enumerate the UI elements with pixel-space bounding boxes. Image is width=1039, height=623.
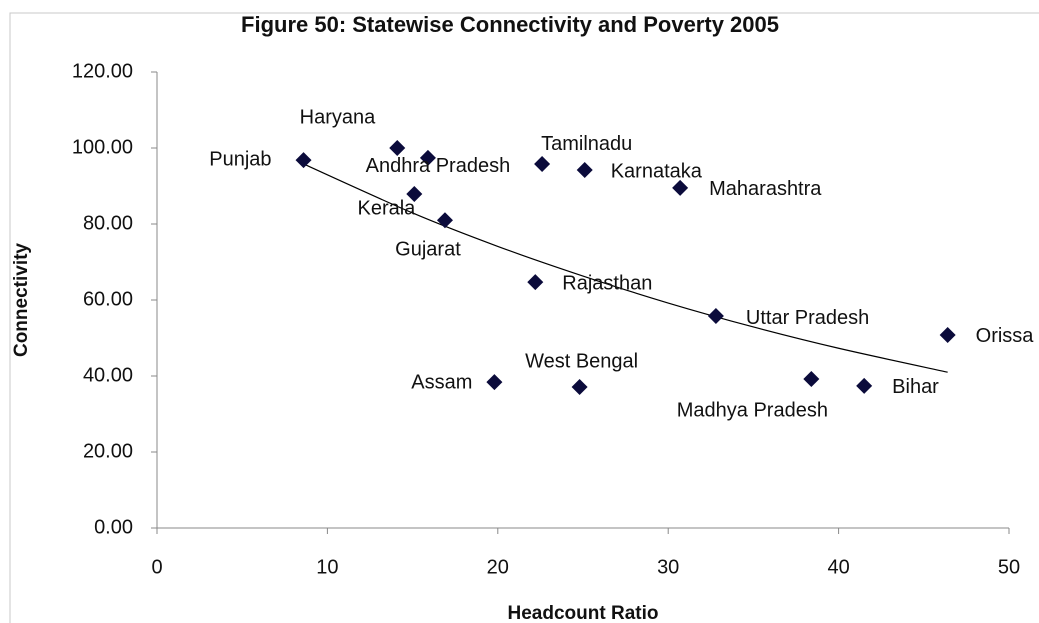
y-tick-label: 0.00 xyxy=(94,516,133,538)
x-tick-label: 40 xyxy=(827,556,849,578)
x-tick-label: 0 xyxy=(151,556,162,578)
y-axis-label: Connectivity xyxy=(11,243,32,357)
trendline xyxy=(301,162,948,373)
point-label: Maharashtra xyxy=(709,178,822,200)
point-label: Andhra Pradesh xyxy=(366,155,511,177)
marker xyxy=(571,379,588,396)
y-tick-label: 120.00 xyxy=(72,60,133,82)
y-tick-label: 80.00 xyxy=(83,212,133,234)
x-tick-label: 30 xyxy=(657,556,679,578)
y-tick-label: 20.00 xyxy=(83,440,133,462)
marker xyxy=(406,185,423,202)
marker xyxy=(672,179,689,196)
x-tick-label: 50 xyxy=(998,556,1020,578)
chart-border xyxy=(9,12,1039,623)
marker xyxy=(707,307,724,324)
chart-title: Figure 50: Statewise Connectivity and Po… xyxy=(241,12,779,37)
point-label: Kerala xyxy=(357,197,416,219)
x-tick-label: 20 xyxy=(487,556,509,578)
marker xyxy=(803,371,820,388)
marker xyxy=(534,155,551,172)
marker xyxy=(576,162,593,179)
point-label: Haryana xyxy=(300,106,376,128)
point-label: Madhya Pradesh xyxy=(677,399,828,421)
point-label: Rajasthan xyxy=(562,272,652,294)
marker xyxy=(527,274,544,291)
point-label: Gujarat xyxy=(395,238,461,260)
marker xyxy=(856,377,873,394)
marker xyxy=(295,152,312,169)
point-label: Assam xyxy=(411,371,472,393)
marker xyxy=(486,374,503,391)
y-tick-label: 40.00 xyxy=(83,364,133,386)
point-label: Punjab xyxy=(209,148,271,170)
point-label: Uttar Pradesh xyxy=(746,307,869,329)
point-label: West Bengal xyxy=(525,350,638,372)
marker xyxy=(939,326,956,343)
y-tick-label: 100.00 xyxy=(72,136,133,158)
x-axis-label: Headcount Ratio xyxy=(508,603,659,623)
point-label: Bihar xyxy=(892,376,939,398)
point-label: Orissa xyxy=(976,325,1035,347)
marker xyxy=(419,149,436,166)
marker xyxy=(389,140,406,156)
y-tick-label: 60.00 xyxy=(83,288,133,310)
point-label: Karnataka xyxy=(611,160,703,182)
x-tick-label: 10 xyxy=(316,556,338,578)
point-label: Tamilnadu xyxy=(541,133,632,155)
marker xyxy=(436,212,453,229)
